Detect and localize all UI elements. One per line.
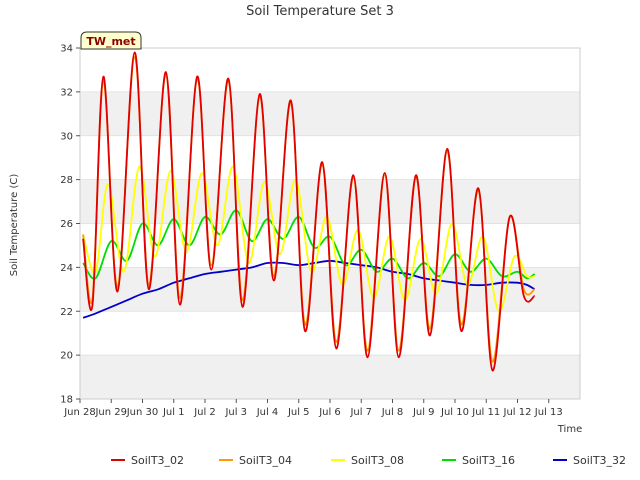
legend-label: SoilT3_16 (462, 454, 515, 467)
series-line-soilt3-32 (82, 259, 536, 319)
grid-band (80, 91, 580, 136)
y-tick-label: 32 (60, 87, 73, 98)
badge-box (80, 31, 142, 50)
y-tick-label: 18 (60, 395, 73, 406)
x-tick-label: Jul 5 (287, 407, 310, 418)
x-tick-label: Jul 3 (224, 407, 247, 418)
x-tick-label: Jul 12 (503, 407, 532, 418)
y-tick-label: 20 (60, 351, 73, 362)
y-axis-label: Soil Temperature (C) (9, 174, 20, 277)
x-tick-label: Jul 2 (193, 407, 216, 418)
legend-label: SoilT3_32 (573, 454, 626, 467)
series-line-soilt3-02 (82, 51, 536, 372)
x-tick-label: Jul 1 (162, 407, 185, 418)
x-tick-label: Jul 11 (471, 407, 500, 418)
x-tick-label: Jul 4 (256, 407, 279, 418)
series-lines (82, 51, 536, 372)
legend-label: SoilT3_04 (239, 454, 292, 467)
y-tick-label: 34 (60, 44, 73, 55)
x-tick-label: Jul 7 (349, 407, 372, 418)
x-axis: Jun 28 Jun 29 Jun 30 Jul 1 Jul 2 Jul 3 Jul 4 Ju… (63, 399, 563, 418)
x-tick-label: Jul 10 (440, 407, 469, 418)
y-tick-label: 30 (60, 131, 73, 142)
badge-label: TW_met (86, 35, 135, 48)
legend: SoilT3_02 SoilT3_04 SoilT3_08 SoilT3_16 Soil… (111, 454, 626, 467)
legend-label: SoilT3_02 (131, 454, 184, 467)
x-tick-label: Jul 8 (381, 407, 404, 418)
x-tick-label: Jul 9 (412, 407, 435, 418)
y-tick-label: 28 (60, 175, 73, 186)
y-tick-label: 24 (60, 263, 73, 274)
chart-title: Soil Temperature Set 3 (246, 4, 394, 19)
y-axis: 18 20 22 24 26 28 30 32 34 (60, 44, 80, 406)
x-tick-label: Jun 29 (94, 407, 127, 418)
grid-band (80, 355, 580, 399)
series-line-soilt3-08 (82, 165, 535, 313)
x-tick-label: Jun 30 (126, 407, 159, 418)
legend-label: SoilT3_08 (351, 454, 404, 467)
y-tick-label: 22 (60, 307, 73, 318)
x-axis-label: Time (557, 424, 582, 435)
x-tick-label: Jul 6 (318, 407, 341, 418)
x-tick-label: Jul 13 (534, 407, 563, 418)
station-badge: TW_met (80, 31, 142, 50)
x-tick-label: Jun 28 (63, 407, 96, 418)
y-tick-label: 26 (60, 219, 73, 230)
